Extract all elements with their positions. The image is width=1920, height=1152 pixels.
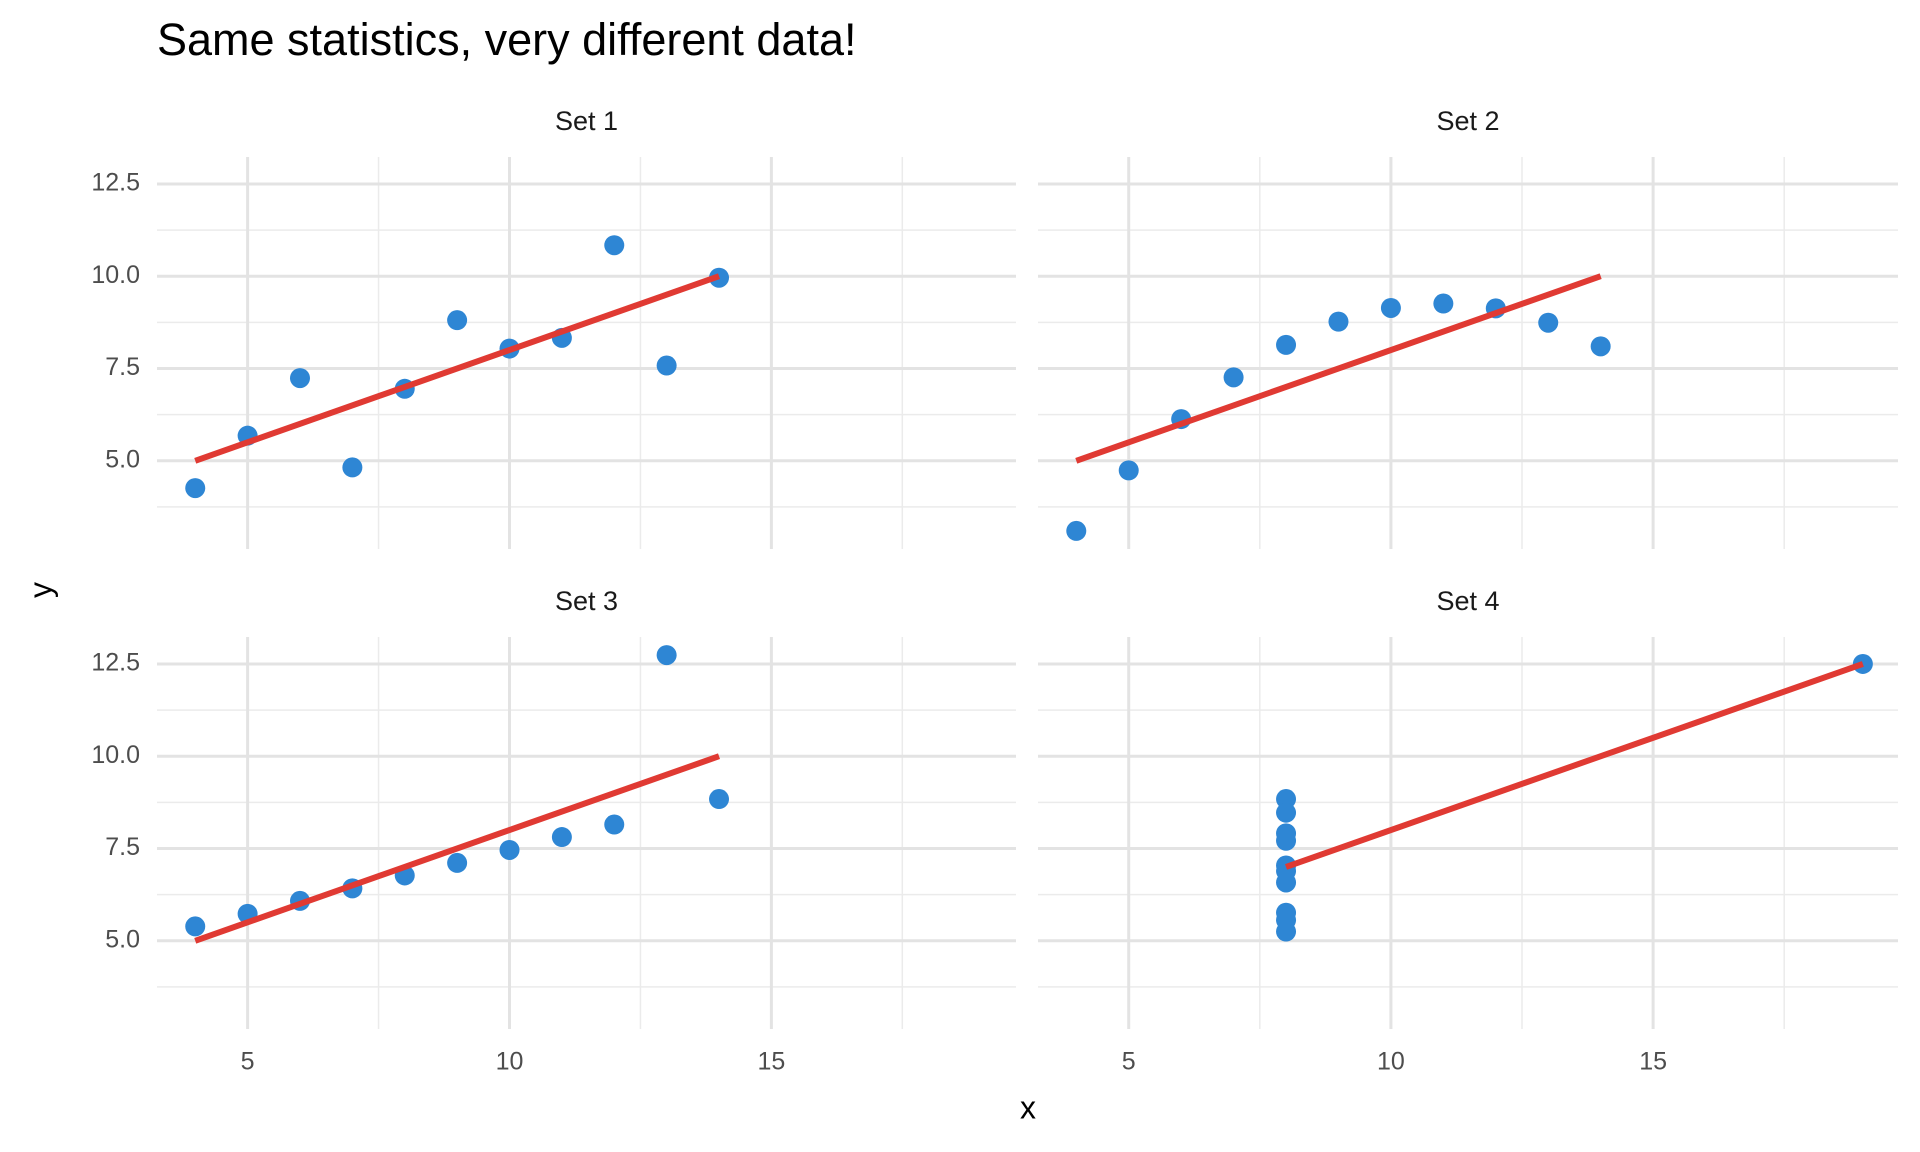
y-tick-label: 5.0: [105, 445, 140, 473]
point: [1380, 297, 1401, 318]
strip-label: Set 3: [555, 586, 618, 616]
point: [1276, 802, 1297, 823]
point: [551, 827, 572, 848]
y-tick-label: 7.5: [105, 353, 140, 381]
point: [1538, 312, 1559, 333]
y-tick-label: 10.0: [91, 741, 140, 769]
x-tick-label: 5: [1122, 1048, 1136, 1076]
strip-label: Set 1: [555, 106, 618, 136]
point: [1433, 293, 1454, 314]
point: [1276, 823, 1297, 844]
fit-line: [1285, 661, 1864, 870]
y-tick-label: 5.0: [105, 925, 140, 953]
strip-label: Set 4: [1436, 586, 1499, 616]
point: [604, 235, 625, 256]
point: [709, 789, 730, 810]
point: [656, 355, 677, 376]
y-tick-label: 10.0: [91, 261, 140, 289]
fit-line: [194, 273, 721, 464]
point: [1328, 311, 1349, 332]
y-tick-label: 7.5: [105, 833, 140, 861]
point: [185, 478, 206, 499]
point: [604, 814, 625, 835]
chart-title: Same statistics, very different data!: [157, 14, 856, 65]
x-tick-label: 15: [757, 1048, 785, 1076]
point: [289, 368, 310, 389]
point: [1066, 520, 1087, 541]
fit-line: [1075, 273, 1602, 464]
point: [447, 310, 468, 331]
x-tick-label: 15: [1639, 1048, 1667, 1076]
point: [1118, 460, 1139, 481]
point: [1276, 334, 1297, 355]
point: [342, 457, 363, 478]
x-axis-label: x: [1020, 1089, 1036, 1125]
fit-line: [194, 753, 721, 944]
point: [1223, 367, 1244, 388]
x-tick-label: 10: [1377, 1048, 1405, 1076]
x-tick-label: 10: [496, 1048, 524, 1076]
point: [447, 852, 468, 873]
y-tick-label: 12.5: [91, 649, 140, 677]
point: [656, 645, 677, 666]
point: [499, 839, 520, 860]
strip-label: Set 2: [1436, 106, 1499, 136]
x-tick-label: 5: [241, 1048, 255, 1076]
point: [1590, 336, 1611, 357]
y-axis-label: y: [22, 582, 58, 598]
point: [1276, 910, 1297, 931]
y-tick-label: 12.5: [91, 169, 140, 197]
point: [185, 916, 206, 937]
